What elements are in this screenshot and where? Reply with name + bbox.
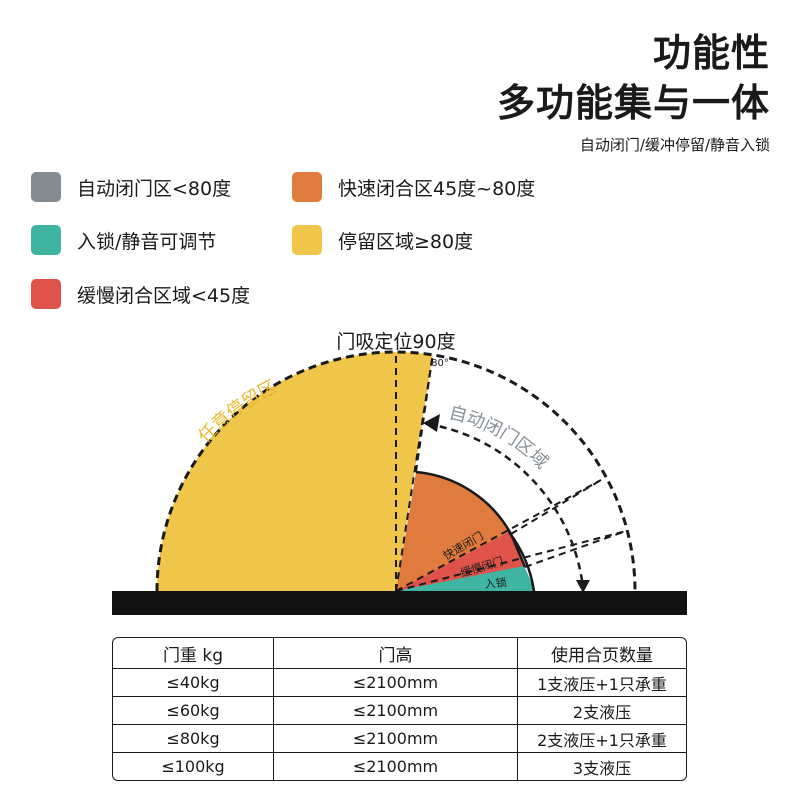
cell-hinge-count: 3支液压 (572, 758, 632, 778)
close-sectors-outline (415, 470, 536, 592)
cell-door-height: ≤2100mm (274, 725, 518, 753)
legend-swatch (31, 225, 61, 255)
hold-zone-sector (157, 351, 433, 591)
column-header-hinge-count: 使用合页数量 (518, 638, 686, 669)
cell-door-weight: ≤60kg (113, 697, 274, 725)
cell-door-weight: ≤40kg (113, 669, 274, 697)
cell-door-height: ≤2100mm (274, 697, 518, 725)
table-row: ≤80kg ≤2100mm 2支液压+1只承重 (113, 725, 686, 753)
column-header-door-weight: 门重 kg (113, 638, 274, 669)
guide-line-slow (524, 530, 627, 568)
slow-close-sector (396, 532, 525, 591)
legend-swatch (31, 172, 61, 202)
cell-door-height: ≤2100mm (274, 753, 518, 780)
page-title: 功能性 (652, 31, 770, 75)
legend-label: 缓慢闭合区域<45度 (77, 284, 251, 307)
cell-door-weight: ≤100kg (113, 753, 274, 780)
table-row: ≤60kg ≤2100mm 2支液压 (113, 697, 686, 725)
cell-hinge-count: 2支液压+1只承重 (518, 725, 686, 753)
legend-label: 自动闭门区<80度 (77, 177, 232, 200)
doorstop-label: 门吸定位90度 (336, 331, 455, 353)
table-row: ≤100kg ≤2100mm 3支液压 (113, 753, 686, 780)
legend-swatch (31, 279, 61, 309)
legend-label: 停留区域≥80度 (338, 230, 474, 253)
guide-line-upper (415, 354, 434, 473)
feature-summary: 自动闭门/缓冲停留/静音入锁 (579, 136, 770, 154)
fast-close-sector (396, 472, 511, 591)
guide-line-45 (395, 479, 602, 592)
legend-label: 入锁/静音可调节 (77, 230, 217, 253)
table-row: ≤40kg ≤2100mm 1支液压+1只承重 (113, 669, 686, 697)
legend-swatch (292, 225, 322, 255)
floor-bar (112, 591, 687, 615)
legend-label: 快速闭合区45度~80度 (338, 177, 536, 200)
arrow-up-icon (423, 414, 440, 432)
guide-line-80 (395, 354, 434, 592)
legend-item-latch: 入锁/静音可调节 (31, 225, 216, 255)
cell-door-height: ≤2100mm (274, 669, 518, 697)
guide-line-20 (395, 530, 627, 592)
hinge-spec-table: 门重 kg 门高 使用合页数量 ≤40kg ≤2100mm 1支液压+1只承重 … (112, 637, 687, 781)
table-header-row: 门重 kg 门高 使用合页数量 (113, 638, 686, 669)
legend-item-fast-close: 快速闭合区45度~80度 (292, 172, 535, 202)
legend-item-slow-close: 缓慢闭合区域<45度 (31, 279, 250, 309)
page-subtitle-heading: 多功能集与一体 (496, 81, 770, 125)
legend-item-hold: 停留区域≥80度 (292, 225, 473, 255)
legend-swatch (292, 172, 322, 202)
auto-close-arc (427, 422, 585, 589)
arrow-down-icon (576, 580, 590, 593)
latch-label: 入锁 (484, 575, 507, 591)
cell-door-weight: ≤80kg (113, 725, 274, 753)
guide-line-fast (510, 479, 602, 535)
angle-guide-lines (395, 352, 627, 592)
angle-80-label: 80° (431, 358, 449, 369)
latch-sector (396, 566, 534, 591)
legend-item-auto-close: 自动闭门区<80度 (31, 172, 231, 202)
column-header-door-height: 门高 (274, 638, 518, 669)
auto-close-zone-label-path: 自动闭门区域 (447, 402, 552, 473)
cell-hinge-count: 1支液压+1只承重 (518, 669, 686, 697)
auto-close-zone-label: 自动闭门区域 (447, 402, 552, 473)
cell-hinge-count: 2支液压 (518, 697, 686, 725)
